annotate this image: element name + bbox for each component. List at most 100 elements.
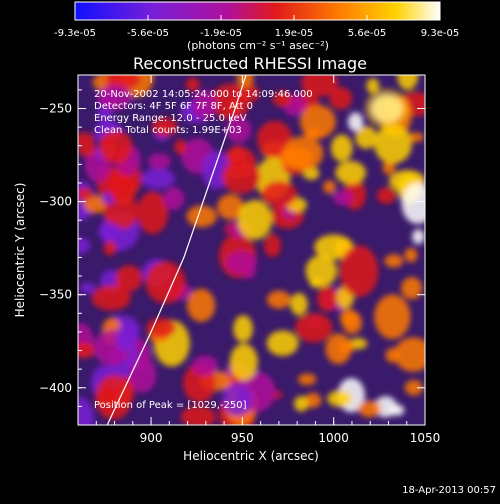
intensity-blob — [115, 324, 138, 353]
intensity-blob — [174, 139, 187, 155]
intensity-blob — [256, 120, 293, 158]
intensity-blob — [187, 288, 216, 322]
intensity-blob — [327, 390, 352, 407]
intensity-blob — [272, 90, 293, 107]
solar-limb-curve — [106, 75, 247, 425]
intensity-blob — [290, 292, 308, 316]
intensity-blob — [129, 356, 157, 393]
intensity-blob — [412, 229, 425, 245]
intensity-blob — [266, 330, 299, 356]
intensity-blob — [408, 132, 424, 142]
intensity-blob — [294, 395, 309, 412]
intensity-blob — [145, 261, 186, 304]
x-tick-label: 1050 — [410, 431, 441, 445]
intensity-blob — [180, 405, 216, 425]
footer-date: 18-Apr-2013 00:57 — [402, 485, 496, 496]
x-tick-label: 950 — [231, 431, 254, 445]
intensity-blob — [329, 87, 353, 110]
intensity-blob — [374, 294, 411, 340]
intensity-blob — [373, 124, 413, 164]
y-tick-label: −400 — [39, 381, 72, 395]
intensity-blob — [163, 186, 185, 210]
intensity-blob — [229, 343, 258, 381]
peak-position-label: Position of Peak = [1029,-250] — [94, 400, 247, 411]
intensity-blob — [91, 285, 131, 311]
chart-title: Reconstructed RHESSI Image — [133, 54, 367, 73]
intensity-blob — [394, 337, 425, 372]
x-tick-label: 1000 — [318, 431, 349, 445]
colorbar-ticks: -9.3e-05 -5.6e-05 -1.9e-05 1.9e-05 5.6e-05 9.… — [54, 15, 459, 39]
intensity-blob — [389, 404, 405, 416]
intensity-blob — [236, 75, 254, 89]
intensity-blob — [226, 251, 258, 274]
intensity-blob — [283, 136, 324, 171]
intensity-blob — [115, 265, 143, 292]
intensity-blob — [137, 191, 169, 235]
intensity-blob — [347, 112, 364, 132]
colorbar-tick-label: 1.9e-05 — [275, 28, 313, 39]
peak-halo — [364, 88, 409, 129]
intensity-blob — [140, 168, 175, 189]
intensity-blob — [382, 160, 396, 175]
intensity-blob — [221, 160, 261, 194]
intensity-blob — [225, 116, 252, 143]
y-tick-label: −350 — [39, 288, 72, 302]
intensity-blob — [97, 84, 133, 110]
intensity-blob — [385, 347, 400, 363]
colorbar-tick-label: -9.3e-05 — [54, 28, 96, 39]
intensity-blob — [401, 183, 425, 225]
colorbar — [74, 1, 441, 21]
intensity-blob — [95, 375, 132, 420]
intensity-blob — [397, 75, 419, 91]
intensity-blob — [339, 309, 358, 327]
intensity-blob — [237, 199, 273, 240]
intensity-blob — [266, 290, 291, 309]
intensity-blob — [384, 254, 404, 268]
intensity-blob — [185, 77, 200, 92]
intensity-blob — [228, 145, 247, 166]
y-tick-label: −300 — [39, 195, 72, 209]
colorbar-tick-label: 9.3e-05 — [421, 28, 459, 39]
intensity-blob — [78, 237, 91, 254]
info-block: 20-Nov-2002 14:05:24.000 to 14:09:46.000… — [94, 89, 313, 136]
axes: 900 950 1000 1050 −250 −300 −350 −400 — [39, 75, 440, 445]
intensity-blob — [376, 187, 396, 204]
intensity-blob — [295, 313, 333, 343]
intensity-blob — [335, 160, 366, 185]
intensity-blob — [305, 255, 338, 287]
colorbar-tick-label: -1.9e-05 — [200, 28, 242, 39]
intensity-blob — [339, 245, 379, 297]
intensity-blob — [263, 233, 281, 258]
intensity-blob — [216, 194, 245, 220]
intensity-blob — [78, 132, 95, 146]
intensity-blob — [317, 285, 337, 312]
intensity-blob — [338, 340, 355, 354]
intensity-blob — [148, 153, 171, 170]
intensity-blob — [95, 107, 114, 120]
intensity-blob — [401, 276, 423, 300]
intensity-blob — [146, 317, 177, 338]
colorbar-unit-label: (photons cm⁻² s⁻¹ asec⁻²) — [187, 39, 329, 52]
intensity-blob — [192, 355, 219, 376]
colorbar-tick-label: -5.6e-05 — [127, 28, 169, 39]
intensity-blob — [98, 222, 122, 241]
y-tick-label: −250 — [39, 102, 72, 116]
plot-frame — [77, 74, 426, 426]
intensity-blob — [78, 397, 95, 425]
info-line-time: 20-Nov-2002 14:05:24.000 to 14:09:46.000 — [94, 89, 313, 100]
info-line-clean: Clean Total counts: 1.99E+03 — [94, 125, 242, 136]
intensity-blob — [301, 75, 339, 97]
intensity-blob — [404, 380, 424, 396]
intensity-blob — [99, 129, 133, 164]
intensity-blob — [355, 126, 377, 149]
intensity-blob — [323, 180, 336, 194]
intensity-blob — [304, 392, 322, 408]
intensity-blob — [332, 190, 354, 206]
colorbar-tick-label: 5.6e-05 — [348, 28, 386, 39]
info-line-detectors: Detectors: 4F 5F 6F 7F 8F, Att 0 — [94, 101, 253, 112]
intensity-blob — [314, 234, 353, 260]
intensity-blob — [78, 342, 96, 359]
intensity-blob — [299, 104, 336, 139]
intensity-blob — [233, 315, 253, 343]
